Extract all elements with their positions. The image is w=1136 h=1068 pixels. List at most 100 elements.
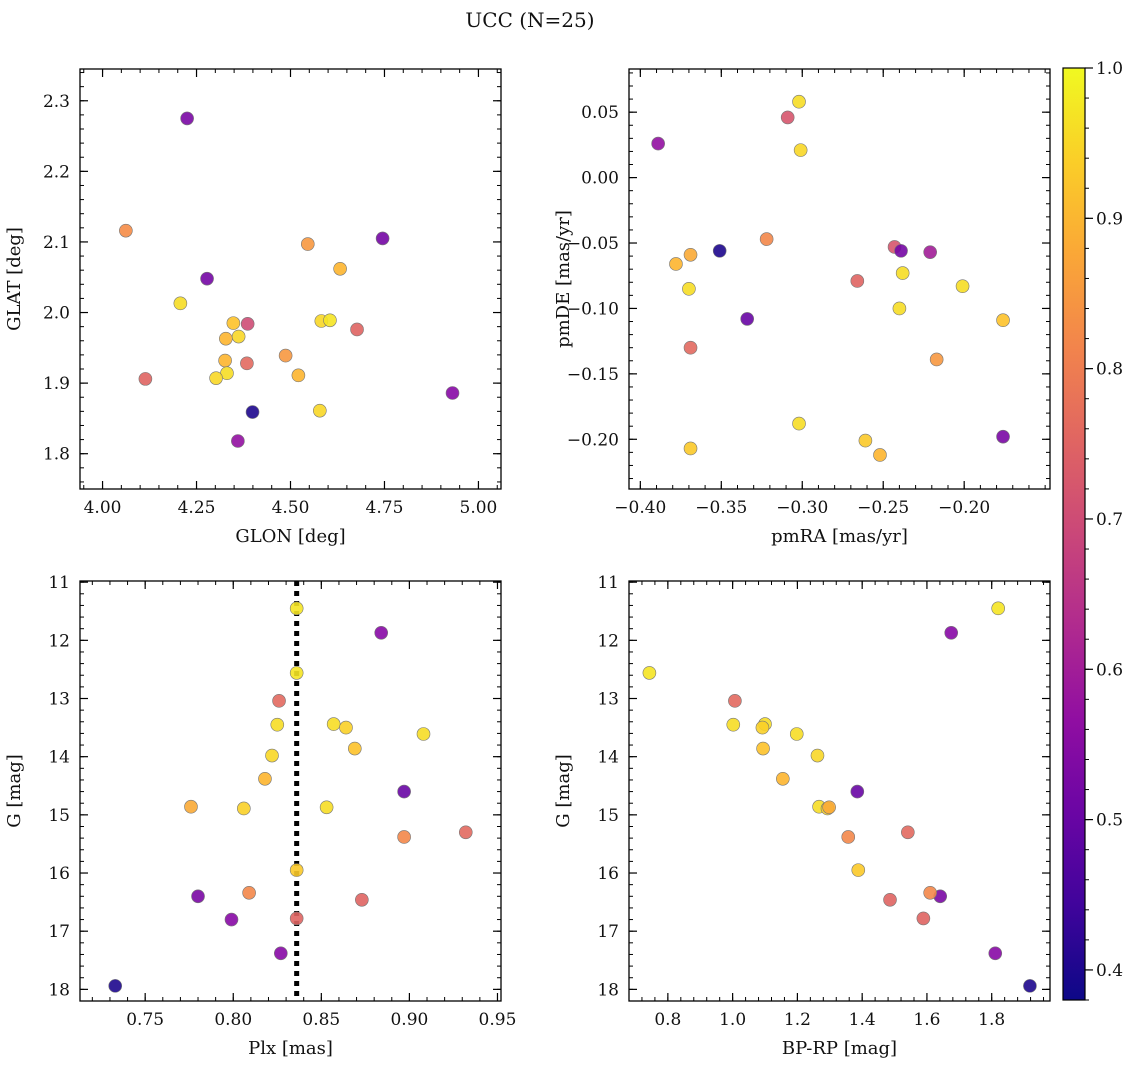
y-axis-label: pmDE [mas/yr] — [553, 210, 574, 348]
data-point — [858, 433, 873, 448]
y-tick-label: 0.05 — [581, 103, 619, 123]
data-point — [1023, 979, 1037, 993]
data-point — [996, 313, 1010, 328]
data-point — [397, 830, 411, 844]
data-point — [955, 279, 970, 293]
data-point — [851, 863, 866, 877]
data-point — [200, 271, 214, 286]
y-tick-label: −0.10 — [567, 299, 619, 319]
x-tick-label: 1.8 — [978, 1010, 1005, 1030]
data-point — [810, 748, 825, 763]
x-tick-label: −0.25 — [857, 498, 909, 518]
data-point — [759, 232, 774, 246]
panel-1: 4.00 4.25 4.50 4.75 5.00 1.8 1.9 2.0 2.1 2.2 2.3 GL… — [4, 68, 502, 547]
data-point — [289, 911, 304, 926]
data-point — [894, 244, 908, 258]
y-tick-label: 13 — [597, 690, 619, 710]
data-point — [226, 316, 241, 330]
x-axis-label: BP-RP [mag] — [782, 1038, 897, 1059]
data-point — [219, 331, 233, 346]
y-tick-label: 15 — [597, 806, 619, 826]
data-point — [683, 441, 698, 456]
x-axis-label: GLON [deg] — [235, 526, 345, 547]
data-point — [780, 110, 795, 125]
y-tick-label: 17 — [597, 922, 619, 942]
data-point — [929, 352, 944, 367]
colorbar-tick-label: 0.8 — [1096, 360, 1123, 380]
data-point — [240, 317, 255, 331]
data-point — [740, 312, 755, 326]
x-axis-label: pmRA [mas/yr] — [771, 526, 908, 547]
data-point — [272, 694, 286, 708]
data-point — [776, 771, 790, 786]
data-point — [756, 741, 770, 756]
data-point — [289, 601, 304, 616]
colorbar-tick-label: 1.0 — [1096, 59, 1123, 79]
x-axis-label: Plx [mas] — [248, 1038, 333, 1059]
x-tick-label: 0.75 — [126, 1010, 164, 1030]
panels: 4.00 4.25 4.50 4.75 5.00 1.8 1.9 2.0 2.1 2.2 2.3 GL… — [4, 68, 1051, 1059]
data-point — [991, 601, 1005, 616]
data-point — [792, 94, 806, 109]
x-tick-label: −0.20 — [938, 498, 990, 518]
data-point — [683, 340, 698, 355]
colorbar: 0.4 0.5 0.6 0.7 0.8 0.9 1.0 — [1062, 59, 1123, 1001]
data-point — [892, 301, 907, 316]
data-point — [792, 416, 806, 431]
data-point — [755, 720, 770, 735]
y-tick-label: −0.20 — [567, 430, 619, 450]
data-point — [265, 748, 279, 763]
x-tick-label: 4.00 — [84, 498, 122, 518]
y-tick-label: 12 — [48, 631, 70, 651]
y-tick-label: 1.9 — [43, 374, 70, 394]
data-point — [278, 348, 293, 363]
y-tick-label: 0.00 — [581, 169, 619, 189]
panel-4: 0.8 1.0 1.2 1.4 1.6 1.8 11 12 13 14 15 16 17 18 BP-RP … — [553, 573, 1051, 1059]
data-point — [237, 801, 251, 816]
plot-frame — [79, 580, 502, 1002]
x-tick-label: 1.4 — [849, 1010, 876, 1030]
panel-2: −0.40 −0.35 −0.30 −0.25 −0.20 −0.20 −0.15 −0.10… — [553, 68, 1051, 547]
data-point — [850, 784, 865, 799]
data-point — [289, 666, 304, 680]
y-tick-label: 11 — [597, 573, 619, 593]
data-point — [319, 800, 334, 815]
data-point — [231, 434, 245, 448]
data-point — [397, 784, 411, 799]
data-point — [323, 313, 337, 328]
data-point — [245, 405, 260, 419]
data-point — [996, 429, 1010, 444]
data-point — [682, 282, 696, 296]
data-point — [289, 863, 304, 877]
data-point — [231, 329, 246, 344]
y-tick-label: 14 — [48, 748, 70, 768]
colorbar-tick-label: 0.7 — [1096, 510, 1123, 530]
data-point — [173, 296, 188, 311]
data-point — [191, 889, 205, 904]
data-point — [258, 771, 272, 786]
data-point — [822, 800, 836, 815]
y-tick-label: 2.3 — [43, 92, 70, 112]
y-tick-label: 11 — [48, 573, 70, 593]
data-point — [895, 266, 910, 280]
data-point — [873, 448, 887, 462]
data-point — [445, 386, 460, 400]
y-tick-label: 15 — [48, 806, 70, 826]
data-point — [883, 892, 897, 907]
y-axis-label: G [mag] — [553, 754, 574, 827]
data-point — [458, 825, 473, 840]
x-tick-label: 0.95 — [479, 1010, 517, 1030]
x-tick-label: 5.00 — [460, 498, 498, 518]
colorbar-tick-label: 0.6 — [1096, 660, 1123, 680]
panel-3: 0.75 0.80 0.85 0.90 0.95 11 12 13 14 15 16 17 18 Plx … — [4, 573, 516, 1059]
colorbar-tick-label: 0.5 — [1096, 811, 1123, 831]
y-tick-label: 2.2 — [43, 162, 70, 182]
data-point — [224, 912, 239, 927]
data-point — [242, 886, 256, 900]
x-tick-label: 1.2 — [784, 1010, 811, 1030]
data-point — [416, 727, 431, 741]
data-point — [347, 741, 362, 756]
x-tick-label: −0.30 — [776, 498, 828, 518]
x-tick-label: −0.35 — [695, 498, 747, 518]
